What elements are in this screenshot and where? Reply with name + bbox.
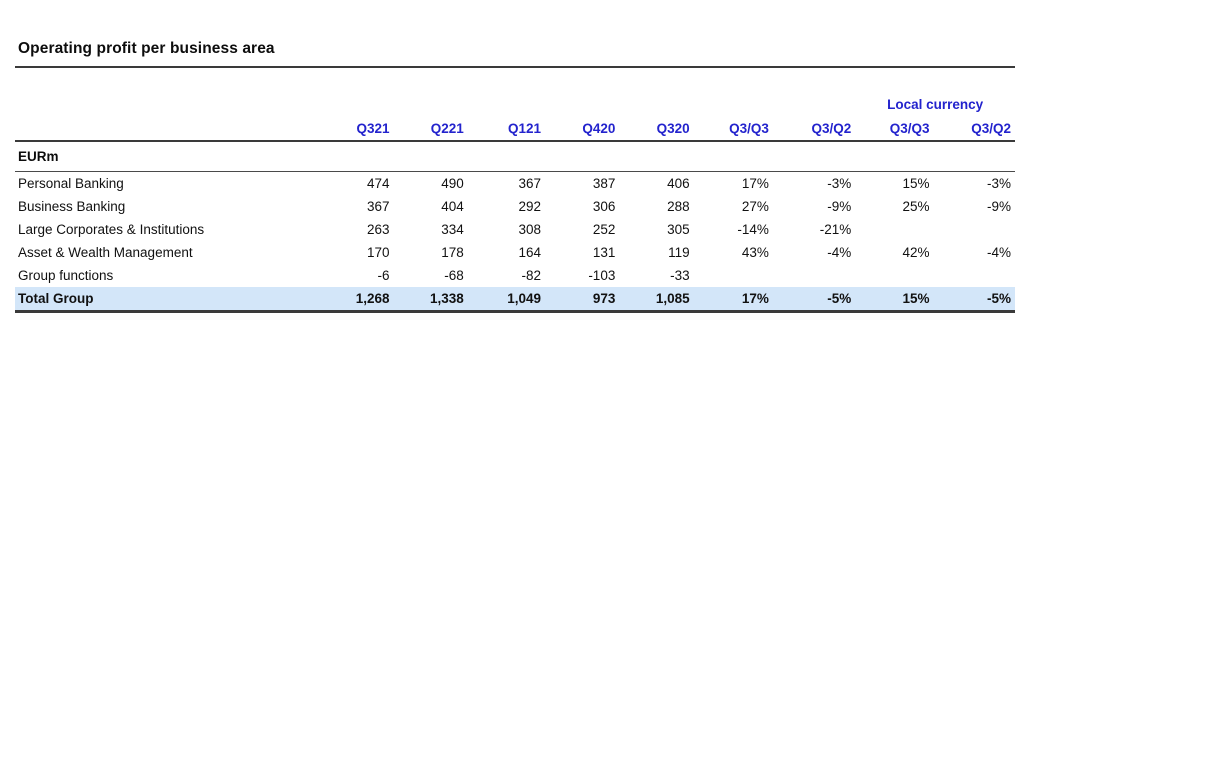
- col-header-q3q3: Q3/Q3: [693, 112, 773, 142]
- report-content: Operating profit per business area Local…: [15, 40, 1015, 313]
- row-label: Business Banking: [18, 199, 126, 214]
- cell-value: 15%: [902, 176, 930, 191]
- page-title: Operating profit per business area: [15, 40, 1015, 68]
- row-label-column-header: [15, 112, 320, 142]
- table-row: Personal Banking 474 490 367 387 406 17% -3% 15%…: [15, 172, 1015, 196]
- cell-value: 178: [441, 245, 464, 260]
- cell-value: -3%: [986, 176, 1011, 191]
- cell-value: 306: [592, 199, 616, 214]
- column-header-row: Q321 Q221 Q121 Q420 Q320 Q3/Q3 Q3/Q2 Q3/…: [15, 112, 1015, 142]
- col-header-q320: Q320: [619, 112, 694, 142]
- cell-value: [773, 264, 855, 287]
- cell-value: 164: [518, 245, 542, 260]
- cell-value: 490: [441, 176, 464, 191]
- cell-value: 1,268: [319, 287, 394, 313]
- cell-value: -21%: [819, 222, 852, 237]
- table-row: Business Banking 367 404 292 306 288 27% -9% 25%…: [15, 195, 1015, 218]
- cell-value: 387: [592, 176, 616, 191]
- col-header-lc-q3q3: Q3/Q3: [855, 112, 934, 142]
- cell-value: 27%: [741, 199, 769, 214]
- col-header-q321: Q321: [319, 112, 394, 142]
- cell-value: 406: [667, 176, 690, 191]
- cell-value: 17%: [741, 176, 769, 191]
- cell-value: 288: [667, 199, 690, 214]
- cell-value: 1,085: [619, 287, 694, 313]
- cell-value: 15%: [855, 287, 934, 313]
- cell-value: -33: [670, 268, 690, 283]
- local-currency-group-header: Local currency: [887, 97, 984, 112]
- cell-value: -5%: [933, 287, 1015, 313]
- cell-value: [934, 218, 1015, 241]
- cell-value: 17%: [693, 287, 773, 313]
- table-row: Large Corporates & Institutions 263 334 308…: [15, 218, 1015, 241]
- operating-profit-table: Local currency Q321 Q221 Q121 Q420 Q320 …: [15, 92, 1015, 313]
- cell-value: 367: [366, 199, 390, 214]
- cell-value: 474: [366, 176, 390, 191]
- cell-value: 42%: [902, 245, 930, 260]
- cell-value: 263: [366, 222, 390, 237]
- cell-value: 43%: [741, 245, 769, 260]
- cell-value: [855, 218, 933, 241]
- col-header-q121: Q121: [467, 112, 546, 142]
- cell-value: 252: [592, 222, 616, 237]
- cell-value: 170: [366, 245, 390, 260]
- cell-value: 973: [545, 287, 620, 313]
- unit-row: EURm: [15, 141, 1015, 172]
- cell-value: -103: [588, 268, 616, 283]
- cell-value: -9%: [986, 199, 1011, 214]
- cell-value: -68: [444, 268, 464, 283]
- cell-value: 1,049: [467, 287, 546, 313]
- cell-value: [855, 264, 933, 287]
- cell-value: 131: [592, 245, 616, 260]
- cell-value: 334: [441, 222, 464, 237]
- cell-value: -4%: [827, 245, 852, 260]
- row-label: Large Corporates & Institutions: [18, 222, 205, 237]
- cell-value: 119: [668, 245, 690, 260]
- cell-value: 305: [667, 222, 690, 237]
- row-label: Total Group: [15, 287, 320, 313]
- cell-value: 1,338: [393, 287, 468, 313]
- total-group-row: Total Group 1,268 1,338 1,049 973 1,085 17% -5%…: [15, 287, 1015, 313]
- row-label: Asset & Wealth Management: [18, 245, 193, 260]
- table-body: EURm Personal Banking 474 490 367 387 406 17% -…: [15, 141, 1015, 313]
- col-header-q3q2: Q3/Q2: [772, 112, 856, 142]
- col-header-lc-q3q2: Q3/Q2: [933, 112, 1015, 142]
- col-header-q221: Q221: [393, 112, 468, 142]
- cell-value: 308: [518, 222, 542, 237]
- row-label: Personal Banking: [18, 176, 124, 191]
- cell-value: 367: [518, 176, 542, 191]
- group-header-spacer: [15, 92, 855, 112]
- cell-value: -3%: [827, 176, 852, 191]
- cell-value: -6: [377, 268, 390, 283]
- cell-value: 404: [441, 199, 464, 214]
- cell-value: 292: [518, 199, 542, 214]
- cell-value: -5%: [772, 287, 856, 313]
- row-label: Group functions: [18, 268, 114, 283]
- unit-label: EURm: [15, 141, 1015, 172]
- table-row: Group functions -6 -68 -82 -103 -33: [15, 264, 1015, 287]
- col-header-q420: Q420: [545, 112, 620, 142]
- cell-value: -9%: [827, 199, 852, 214]
- cell-value: 25%: [902, 199, 930, 214]
- cell-value: -14%: [737, 222, 769, 237]
- cell-value: [934, 264, 1015, 287]
- cell-value: -82: [521, 268, 542, 283]
- group-header-row: Local currency: [15, 92, 1015, 112]
- cell-value: -4%: [986, 245, 1011, 260]
- table-row: Asset & Wealth Management 170 178 164 131 119…: [15, 241, 1015, 264]
- cell-value: [694, 264, 773, 287]
